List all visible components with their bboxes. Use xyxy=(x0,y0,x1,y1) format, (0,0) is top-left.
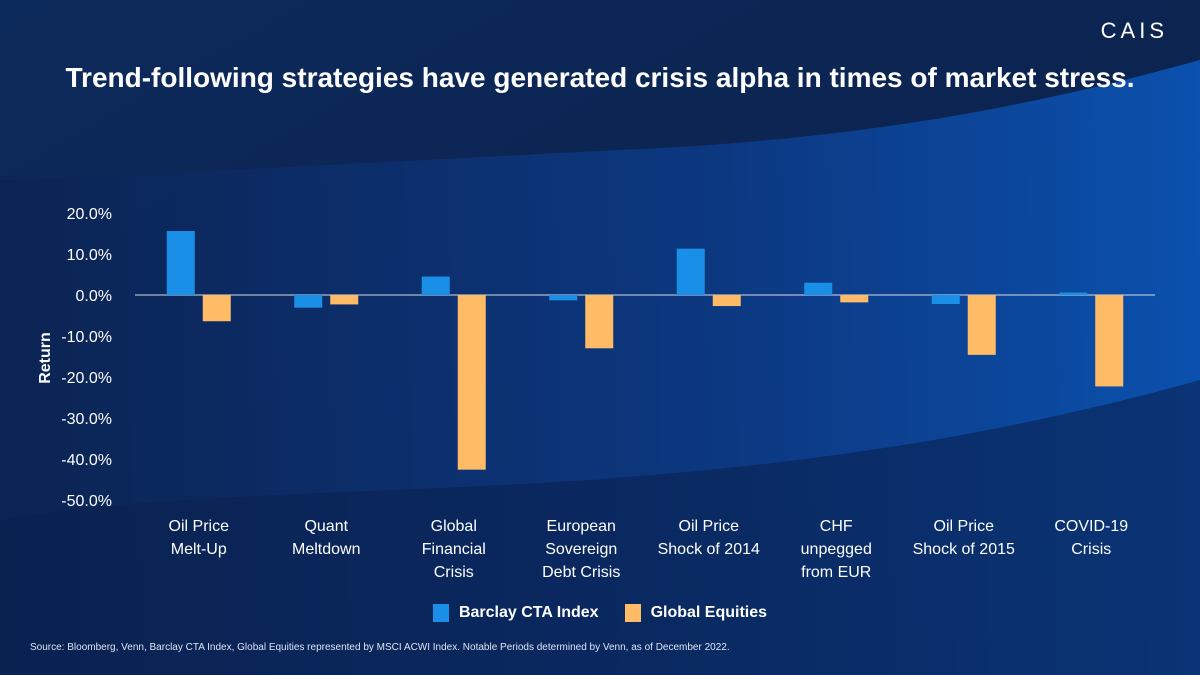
bar-equities xyxy=(967,295,996,355)
x-category-label: Meltdown xyxy=(292,541,360,558)
bar-barclay xyxy=(166,231,195,295)
y-tick-label: -10.0% xyxy=(61,329,112,346)
legend-item-barclay: Barclay CTA Index xyxy=(432,604,599,622)
bar-equities xyxy=(202,295,231,322)
bar-barclay xyxy=(931,295,960,305)
chart-title: Trend-following strategies have generate… xyxy=(65,62,1135,93)
bar-barclay xyxy=(676,248,705,295)
legend-label-barclay: Barclay CTA Index xyxy=(458,604,599,621)
bar-barclay xyxy=(804,282,833,295)
bar-barclay xyxy=(421,276,450,295)
x-category-label: CHF xyxy=(820,518,853,535)
x-category-label: Debt Crisis xyxy=(542,564,620,581)
bar-equities xyxy=(585,295,614,349)
brand-logo: CAIS xyxy=(1100,18,1168,43)
y-tick-label: 0.0% xyxy=(76,288,112,305)
bar-equities xyxy=(330,295,359,305)
x-category-label: European xyxy=(547,518,616,535)
y-tick-label: 10.0% xyxy=(67,247,112,264)
bar-chart: 20.0% 10.0% 0.0% -10.0% -20.0% -30.0% -40.0% -5… xyxy=(37,206,1155,581)
x-category-label: Melt-Up xyxy=(171,541,227,558)
x-category-label: Sovereign xyxy=(545,541,617,558)
y-tick-label: -20.0% xyxy=(61,370,112,387)
x-category-label: COVID-19 xyxy=(1054,518,1128,535)
source-note: Source: Bloomberg, Venn, Barclay CTA Ind… xyxy=(30,642,730,653)
y-tick-label: -50.0% xyxy=(61,493,112,510)
x-category-label: Oil Price xyxy=(679,518,740,535)
x-category-label: Shock of 2014 xyxy=(658,541,760,558)
legend-label-equities: Global Equities xyxy=(650,604,768,621)
bar-barclay xyxy=(549,295,578,301)
legend-item-equities: Global Equities xyxy=(624,604,768,622)
bar-barclay xyxy=(1059,292,1088,295)
x-category-label: Oil Price xyxy=(169,518,230,535)
legend-swatch-equities xyxy=(624,604,641,622)
x-category-label: from EUR xyxy=(801,564,871,581)
x-category-label: Financial xyxy=(422,541,486,558)
chart-legend: Barclay CTA Index Global Equities xyxy=(0,604,1200,622)
bar-equities xyxy=(457,295,486,470)
y-tick-label: 20.0% xyxy=(67,206,112,223)
legend-swatch-barclay xyxy=(432,604,449,622)
y-tick-label: -30.0% xyxy=(61,411,112,428)
x-category-label: Crisis xyxy=(1071,541,1111,558)
bar-equities xyxy=(1095,295,1124,387)
x-category-label: Crisis xyxy=(434,564,474,581)
bar-barclay xyxy=(294,295,323,308)
y-tick-label: -40.0% xyxy=(61,452,112,469)
x-category-label: Oil Price xyxy=(934,518,995,535)
y-axis-label: Return xyxy=(37,332,54,384)
x-category-label: Shock of 2015 xyxy=(913,541,1015,558)
bar-equities xyxy=(840,295,869,303)
bar-equities xyxy=(712,295,741,307)
x-category-label: Quant xyxy=(304,518,348,535)
x-category-label: Global xyxy=(431,518,477,535)
x-category-label: unpegged xyxy=(801,541,872,558)
